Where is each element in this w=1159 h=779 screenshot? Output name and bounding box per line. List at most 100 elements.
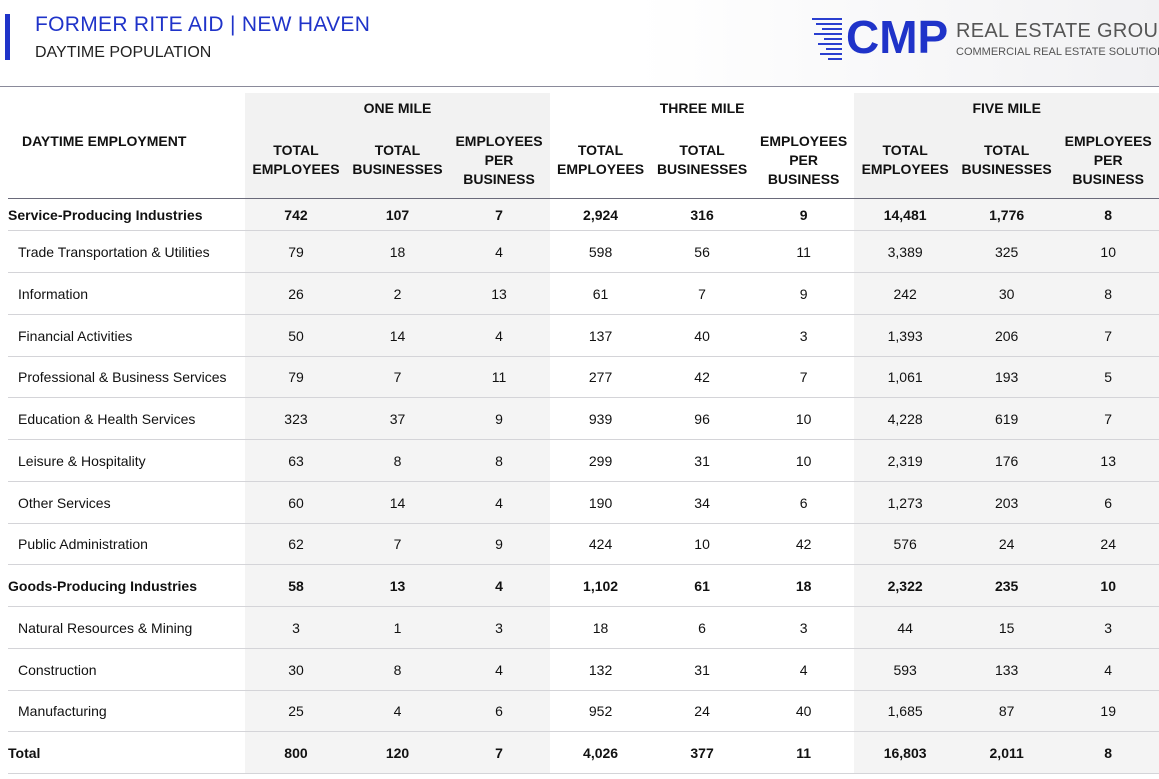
- table-cell: 377: [651, 731, 753, 774]
- table-cell: 3: [448, 606, 550, 649]
- column-header: EMPLOYEES PER BUSINESS: [752, 122, 855, 199]
- table-cell: 193: [955, 356, 1058, 398]
- column-header-line: TOTAL: [577, 142, 624, 158]
- table-cell: 34: [651, 481, 753, 524]
- column-header: TOTAL BUSINESSES: [651, 122, 753, 199]
- table-cell: 316: [651, 198, 753, 231]
- table-cell: 14: [346, 481, 449, 524]
- table-cell: 8: [1057, 272, 1159, 315]
- table-cell: 11: [448, 356, 550, 398]
- table-row: Service-Producing Industries 742 107 7 2,924…: [8, 198, 1159, 231]
- table-cell: 10: [752, 397, 855, 440]
- table-cell: 235: [955, 564, 1058, 607]
- table-cell: 24: [651, 690, 753, 732]
- table-cell: 4: [1057, 648, 1159, 691]
- table-cell: 7: [448, 198, 550, 231]
- table-cell: 206: [955, 314, 1058, 357]
- table-cell: 4,228: [854, 397, 956, 440]
- column-header-line: BUSINESS: [767, 170, 840, 187]
- table-cell: 3: [245, 606, 347, 649]
- table-cell: 176: [955, 439, 1058, 482]
- column-header-line: TOTAL: [983, 142, 1030, 158]
- table-cell: 137: [549, 314, 652, 357]
- table-cell: 10: [752, 439, 855, 482]
- table-cell: 7: [752, 356, 855, 398]
- column-header: TOTAL EMPLOYEES: [245, 122, 347, 199]
- table-cell: 79: [245, 356, 347, 398]
- table-cell: 10: [1057, 230, 1159, 273]
- table-cell: 37: [346, 397, 449, 440]
- daytime-employment-table: DAYTIME EMPLOYMENT ONE MILE THREE MILE F…: [8, 93, 1159, 774]
- table-row: Manufacturing 25 4 6 952 24 40 1,685 87 19: [8, 690, 1159, 732]
- table-cell: 11: [752, 230, 855, 273]
- table-cell: 7: [448, 731, 550, 774]
- table-cell: 13: [448, 272, 550, 315]
- column-header: TOTAL BUSINESSES: [346, 122, 449, 199]
- table-cell: 40: [752, 690, 855, 732]
- table-cell: 8: [1057, 198, 1159, 231]
- table-cell: 7: [346, 523, 449, 565]
- table-cell: 190: [549, 481, 652, 524]
- row-label: Financial Activities: [8, 314, 246, 357]
- table-cell: 1,685: [854, 690, 956, 732]
- row-label: Natural Resources & Mining: [8, 606, 246, 649]
- column-header-line: TOTAL: [679, 142, 725, 158]
- column-header-line: BUSINESS: [1072, 170, 1144, 187]
- table-cell: 61: [651, 564, 753, 607]
- table-cell: 619: [955, 397, 1058, 440]
- table-cell: 593: [854, 648, 956, 691]
- column-header-line: EMPLOYEES: [455, 132, 543, 149]
- table-cell: 4: [448, 314, 550, 357]
- row-label: Public Administration: [8, 523, 246, 565]
- table-cell: 14: [346, 314, 449, 357]
- row-label: Trade Transportation & Utilities: [8, 230, 246, 273]
- table-cell: 6: [1057, 481, 1159, 524]
- table-cell: 742: [245, 198, 347, 231]
- table-cell: 7: [651, 272, 753, 315]
- table-cell: 14,481: [854, 198, 956, 231]
- logo-tagline: COMMERCIAL REAL ESTATE SOLUTIONS: [956, 46, 1159, 58]
- logo-name: REAL ESTATE GROUP: [956, 20, 1159, 42]
- table-cell: 8: [1057, 731, 1159, 774]
- table-row: Information 26 2 13 61 7 9 242 30 8: [8, 272, 1159, 315]
- table-cell: 598: [549, 230, 652, 273]
- column-header-line: EMPLOYEES: [556, 161, 645, 177]
- group-header-one-mile: ONE MILE: [245, 93, 550, 122]
- table-cell: 4: [448, 481, 550, 524]
- table-cell: 44: [854, 606, 956, 649]
- table-cell: 6: [752, 481, 855, 524]
- table-cell: 3: [1057, 606, 1159, 649]
- logo-mark: CMP: [846, 11, 949, 63]
- table-cell: 87: [955, 690, 1058, 732]
- column-header-line: EMPLOYEES: [1064, 132, 1152, 149]
- row-label: Other Services: [8, 481, 246, 524]
- table-cell: 6: [651, 606, 753, 649]
- table-cell: 3: [752, 314, 855, 357]
- table-cell: 18: [752, 564, 855, 607]
- row-label: Goods-Producing Industries: [8, 564, 246, 607]
- table-row: Other Services 60 14 4 190 34 6 1,273 203 6: [8, 481, 1159, 524]
- table-row: Financial Activities 50 14 4 137 40 3 1,393 206 7: [8, 314, 1159, 357]
- table-cell: 5: [1057, 356, 1159, 398]
- column-header-line: BUSINESSES: [961, 161, 1052, 177]
- table-cell: 79: [245, 230, 347, 273]
- table-cell: 24: [955, 523, 1058, 565]
- column-header-line: TOTAL: [374, 142, 421, 158]
- table-cell: 1,776: [955, 198, 1058, 231]
- table-cell: 42: [752, 523, 855, 565]
- table-cell: 576: [854, 523, 956, 565]
- table-cell: 19: [1057, 690, 1159, 732]
- corner-label: DAYTIME EMPLOYMENT: [8, 93, 246, 199]
- table-cell: 62: [245, 523, 347, 565]
- table-row: Construction 30 8 4 132 31 4 593 133 4: [8, 648, 1159, 691]
- table-cell: 10: [1057, 564, 1159, 607]
- table-cell: 800: [245, 731, 347, 774]
- table-cell: 4: [752, 648, 855, 691]
- table-cell: 203: [955, 481, 1058, 524]
- group-header-five-mile: FIVE MILE: [854, 93, 1159, 122]
- table-cell: 3,389: [854, 230, 956, 273]
- table-cell: 9: [752, 272, 855, 315]
- table-cell: 30: [955, 272, 1058, 315]
- table-cell: 1: [346, 606, 449, 649]
- row-label: Total: [8, 731, 246, 774]
